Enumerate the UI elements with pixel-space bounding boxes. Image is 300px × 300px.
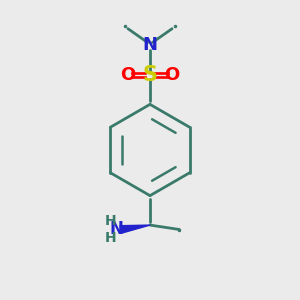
Text: N: N <box>142 37 158 55</box>
Text: S: S <box>142 65 158 85</box>
Text: O: O <box>120 66 136 84</box>
Text: N: N <box>110 220 124 238</box>
Polygon shape <box>120 225 150 233</box>
Text: H: H <box>104 231 116 245</box>
Text: H: H <box>104 214 116 228</box>
Text: O: O <box>164 66 180 84</box>
